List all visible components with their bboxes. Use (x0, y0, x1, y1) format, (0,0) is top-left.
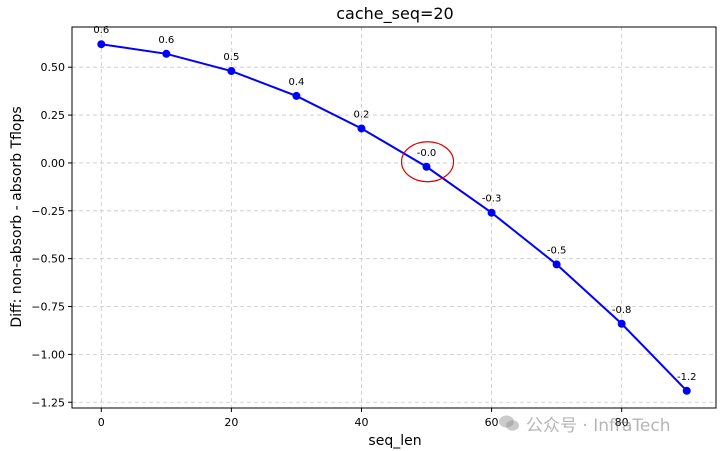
x-tick-label: 40 (354, 416, 368, 429)
y-tick-label: 0.00 (41, 157, 66, 170)
x-tick-label: 80 (615, 416, 629, 429)
data-point (292, 91, 301, 100)
watermark: 公众号 · InfraTech (498, 408, 670, 438)
data-point (682, 386, 691, 395)
y-tick-label: −0.75 (31, 301, 65, 314)
data-label: 0.6 (93, 25, 109, 36)
data-point (227, 67, 236, 76)
data-point (617, 319, 626, 328)
y-tick-label: −1.25 (31, 396, 65, 409)
chart-title: cache_seq=20 (336, 4, 453, 24)
data-point (422, 162, 431, 171)
grid (72, 27, 716, 408)
y-tick-label: 0.50 (41, 61, 66, 74)
wechat-icon (499, 415, 519, 431)
data-point (487, 208, 496, 217)
x-tick-label: 20 (224, 416, 238, 429)
data-label: 0.5 (223, 52, 239, 63)
plot-frame (71, 26, 717, 409)
x-tick-label: 0 (98, 416, 105, 429)
highlight-layer (400, 141, 455, 183)
data-point (357, 124, 366, 133)
data-label: -0.3 (482, 194, 502, 205)
data-label: -0.0 (417, 148, 437, 159)
data-label: 0.6 (158, 35, 174, 46)
y-tick-label: −1.00 (31, 348, 65, 361)
data-label: 0.2 (354, 109, 370, 120)
watermark-text: 公众号 · InfraTech (526, 415, 671, 436)
y-axis: 0.50 0.25 0.00 −0.25 −0.50 −0.75 −1.00 −1.25 (31, 61, 72, 409)
series-line: 0.6 0.6 0.5 0.4 0.2 -0.0 -0.3 -0.5 -0.8 -1.2 (93, 25, 696, 395)
data-point (552, 260, 561, 269)
series-polyline (101, 43, 688, 392)
x-axis-label: seq_len (368, 433, 421, 449)
y-tick-label: 0.25 (41, 109, 66, 122)
data-label: -0.5 (547, 245, 567, 256)
y-tick-label: −0.50 (31, 253, 65, 266)
y-axis-label: Diff: non-absorb - absorb Tflops (9, 106, 25, 327)
x-axis: 0 20 40 60 80 (98, 408, 629, 429)
y-tick-label: −0.25 (31, 205, 65, 218)
data-label: 0.4 (288, 77, 304, 88)
highlight-circle (400, 141, 455, 183)
data-point (97, 40, 106, 49)
data-label: -1.2 (677, 372, 697, 383)
data-point (162, 49, 171, 58)
data-label: -0.8 (612, 305, 632, 316)
x-tick-label: 60 (485, 416, 499, 429)
